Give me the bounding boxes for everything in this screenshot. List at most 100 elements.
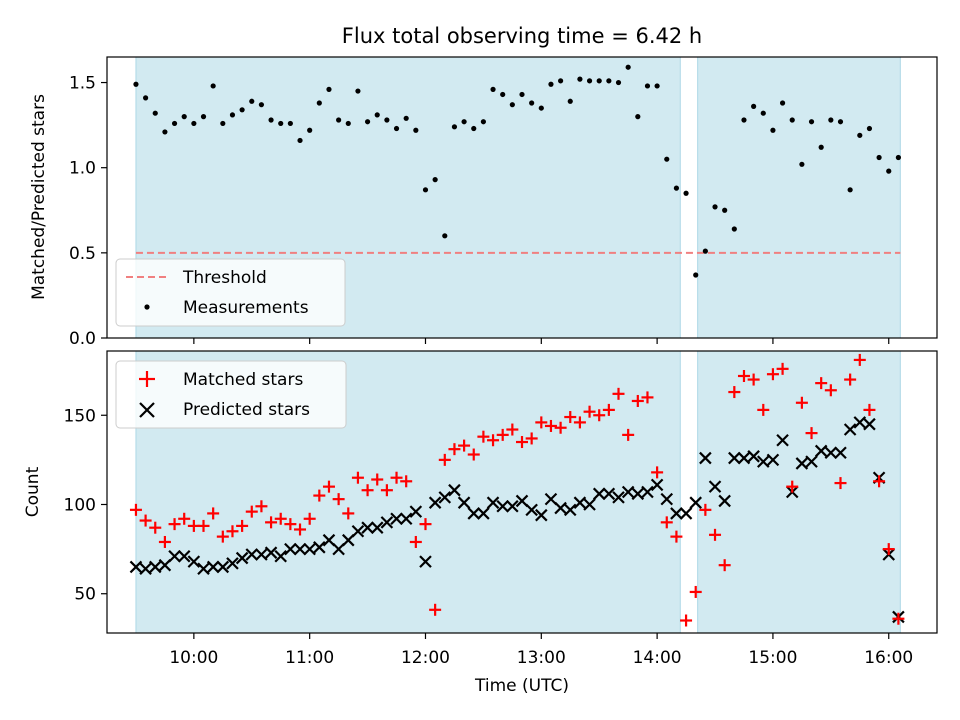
predicted-stars-marker [805, 455, 818, 468]
matched-stars-marker [322, 480, 335, 493]
measurement-point [731, 226, 737, 232]
matched-stars-marker [882, 543, 895, 556]
y-tick-label: 0.0 [69, 329, 96, 349]
measurement-point [461, 119, 467, 125]
predicted-stars-marker [448, 483, 461, 497]
matched-stars-marker [496, 428, 509, 441]
matched-stars-marker [815, 377, 828, 390]
measurement-point [133, 81, 139, 87]
predicted-stars-marker [245, 548, 259, 561]
predicted-stars-marker [583, 498, 596, 511]
matched-stars-marker [332, 493, 345, 506]
bottom-x-ticks: 10:00 11:00 12:00 13:00 14:00 15:00 16:00 [169, 633, 913, 668]
matched-stars-marker [525, 432, 538, 445]
measurement-point [364, 119, 371, 125]
predicted-stars-marker [370, 521, 384, 534]
measurement-point [654, 83, 660, 89]
predicted-stars-marker [834, 446, 847, 460]
measurement-point [480, 119, 486, 125]
matched-stars-marker [245, 505, 258, 518]
bottom-y-axis-label: Count [23, 466, 43, 517]
predicted-stars-marker [563, 503, 577, 517]
measurement-point [548, 81, 554, 87]
measurement-point [229, 112, 236, 118]
measurement-point [278, 120, 284, 127]
measurement-point [326, 86, 332, 92]
x-tick-label: 12:00 [401, 648, 450, 668]
measurement-point [413, 127, 419, 133]
measurement-point [615, 79, 622, 86]
predicted-stars-marker [409, 505, 423, 518]
measurement-point [664, 156, 670, 162]
matched-stars-marker [593, 409, 606, 422]
measurement-point [818, 144, 824, 150]
predicted-stars-marker [274, 549, 287, 563]
measurement-point [191, 120, 197, 127]
predicted-stars-marker [129, 560, 143, 574]
matched-stars-marker [458, 439, 471, 452]
matched-stars-marker [737, 369, 750, 382]
predicted-stars-marker [795, 457, 809, 470]
measurement-point [538, 105, 544, 111]
measurement-point [500, 91, 506, 98]
predicted-stars-marker [728, 451, 741, 465]
top-x-ticks [193, 338, 890, 344]
measurement-point [673, 185, 680, 191]
matched-stars-marker [757, 403, 770, 416]
matched-stars-marker [602, 403, 615, 416]
predicted-stars-marker [515, 494, 529, 508]
measurement-point [866, 125, 873, 132]
x-tick-label: 16:00 [864, 648, 913, 668]
measurement-point [529, 100, 535, 106]
measurement-point [258, 102, 265, 108]
predicted-stars-marker [602, 487, 616, 501]
measurement-point [200, 114, 207, 120]
predicted-stars-marker [843, 423, 857, 436]
measurement-point [683, 190, 689, 196]
predicted-stars-marker [679, 507, 693, 520]
matched-stars-marker [371, 473, 384, 486]
matched-stars-marker [824, 384, 837, 397]
predicted-stars-marker [332, 542, 345, 556]
measurement-point [355, 88, 361, 94]
predicted-stars-marker [255, 548, 268, 561]
predicted-stars-marker [168, 549, 181, 563]
matched-stars-marker [834, 477, 847, 490]
legend-measurements-label: Measurements [183, 298, 309, 318]
predicted-stars-marker [293, 542, 307, 556]
measurement-point [847, 187, 853, 193]
predicted-stars-marker [399, 512, 413, 526]
predicted-stars-marker [361, 521, 374, 534]
matched-stars-marker [158, 535, 171, 548]
matched-stars-marker [168, 518, 181, 531]
measurement-point [886, 168, 892, 174]
top-y-axis-label: Matched/Predicted stars [29, 94, 49, 300]
predicted-stars-marker [264, 546, 278, 559]
measurement-point [307, 127, 313, 133]
measurement-point [799, 161, 805, 167]
predicted-stars-marker [187, 555, 201, 568]
matched-stars-marker [361, 484, 374, 497]
legend-matched-label: Matched stars [183, 370, 303, 390]
matched-stars-marker [274, 512, 287, 525]
measurement-point [393, 125, 400, 132]
predicted-stars-marker [322, 533, 336, 547]
matched-stars-marker [207, 507, 220, 520]
measurement-point [635, 114, 641, 120]
measurement-point [519, 91, 525, 98]
predicted-stars-marker [419, 555, 432, 568]
predicted-stars-marker [177, 549, 191, 563]
measurement-point [702, 248, 708, 254]
matched-stars-marker [709, 528, 722, 541]
bottom-axes-frame [106, 350, 938, 634]
x-tick-label: 14:00 [633, 648, 682, 668]
predicted-stars-marker [853, 416, 867, 429]
measurement-point [451, 124, 458, 130]
matched-stars-marker [535, 416, 548, 429]
x-tick-label: 11:00 [285, 648, 334, 668]
matched-stars-marker [651, 466, 664, 479]
predicted-stars-marker [544, 492, 558, 506]
matched-stars-marker [544, 419, 557, 432]
matched-stars-marker [409, 535, 422, 548]
